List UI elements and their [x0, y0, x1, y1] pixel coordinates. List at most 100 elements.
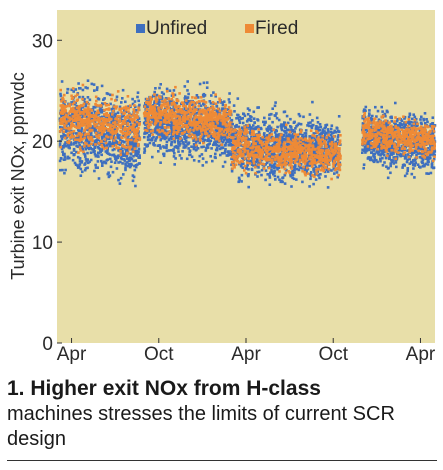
- fired-point: [151, 115, 155, 119]
- fired-point: [191, 96, 194, 99]
- fired-point: [237, 131, 240, 134]
- fired-point: [100, 144, 103, 147]
- fired-point: [308, 137, 311, 141]
- unfired-point: [171, 134, 174, 138]
- unfired-point: [85, 137, 89, 141]
- fired-point: [115, 146, 118, 150]
- fired-point: [301, 149, 304, 153]
- fired-point: [85, 126, 89, 130]
- unfired-point: [93, 135, 97, 138]
- unfired-point: [136, 117, 140, 121]
- fired-point: [327, 133, 330, 137]
- fired-point: [159, 110, 162, 113]
- unfired-point: [124, 152, 127, 156]
- unfired-point: [158, 103, 161, 107]
- fired-point: [265, 145, 268, 148]
- fired-point: [161, 112, 164, 116]
- unfired-point: [89, 151, 93, 154]
- fired-point: [202, 123, 205, 127]
- fired-point: [129, 145, 133, 148]
- unfired-point: [146, 144, 149, 148]
- fired-point: [80, 133, 83, 136]
- unfired-point: [271, 107, 274, 110]
- unfired-point: [129, 162, 133, 166]
- unfired-point: [317, 174, 320, 177]
- fired-point: [188, 104, 191, 107]
- unfired-point: [245, 167, 249, 170]
- unfired-point: [198, 101, 201, 105]
- unfired-point: [97, 151, 101, 155]
- unfired-point: [80, 140, 83, 144]
- fired-point: [107, 113, 110, 117]
- unfired-point: [156, 127, 160, 130]
- fired-point: [238, 142, 242, 145]
- unfired-point: [218, 147, 222, 151]
- unfired-point: [108, 174, 112, 177]
- unfired-point: [336, 175, 339, 179]
- fired-point: [118, 141, 121, 144]
- fired-point: [149, 101, 152, 104]
- unfired-point: [292, 130, 296, 134]
- fired-point: [81, 110, 85, 114]
- unfired-point: [156, 144, 160, 147]
- unfired-point: [253, 121, 256, 125]
- unfired-point: [156, 100, 160, 103]
- fired-point: [316, 147, 320, 150]
- unfired-point: [250, 163, 254, 166]
- fired-point: [135, 114, 138, 117]
- unfired-point: [186, 107, 190, 111]
- unfired-point: [83, 153, 87, 156]
- fired-point: [126, 129, 130, 132]
- fired-point: [105, 146, 108, 150]
- unfired-point: [63, 143, 66, 146]
- fired-point: [326, 162, 330, 165]
- unfired-point: [155, 136, 158, 139]
- unfired-point: [173, 145, 177, 149]
- fired-point: [153, 108, 157, 112]
- fired-point: [284, 145, 288, 149]
- unfired-point: [316, 126, 320, 129]
- unfired-point: [163, 137, 167, 141]
- unfired-point: [68, 146, 71, 150]
- fired-point: [76, 138, 79, 141]
- unfired-point: [230, 153, 234, 157]
- unfired-point: [106, 92, 110, 96]
- unfired-point: [224, 141, 228, 145]
- fired-point: [112, 121, 115, 125]
- unfired-point: [160, 125, 164, 128]
- fired-point: [181, 116, 185, 120]
- unfired-point: [173, 140, 176, 144]
- fired-point: [97, 116, 101, 120]
- fired-point: [97, 136, 101, 140]
- unfired-point: [122, 134, 125, 137]
- unfired-point: [185, 102, 189, 106]
- fired-point: [185, 107, 188, 110]
- fired-point: [116, 126, 119, 130]
- fired-point: [264, 149, 267, 153]
- fired-point: [118, 118, 122, 122]
- fired-point: [299, 140, 302, 144]
- unfired-point: [197, 160, 201, 163]
- unfired-point: [181, 150, 184, 153]
- fired-point: [86, 119, 90, 122]
- unfired-point: [272, 172, 275, 176]
- unfired-point: [245, 165, 248, 169]
- unfired-point: [296, 123, 300, 127]
- unfired-point: [161, 131, 164, 134]
- unfired-point: [220, 136, 224, 140]
- unfired-point: [135, 154, 138, 157]
- unfired-point: [116, 156, 119, 160]
- fired-point: [127, 132, 130, 136]
- unfired-point: [112, 153, 116, 157]
- fired-point: [96, 135, 99, 139]
- unfired-point: [314, 138, 317, 141]
- unfired-point: [63, 171, 66, 175]
- unfired-point: [292, 165, 296, 169]
- unfired-point: [184, 146, 187, 149]
- unfired-point: [132, 154, 135, 158]
- fired-point: [298, 149, 302, 152]
- fired-point: [289, 162, 292, 165]
- unfired-point: [114, 113, 117, 116]
- unfired-point: [208, 139, 211, 142]
- fired-point: [225, 127, 229, 131]
